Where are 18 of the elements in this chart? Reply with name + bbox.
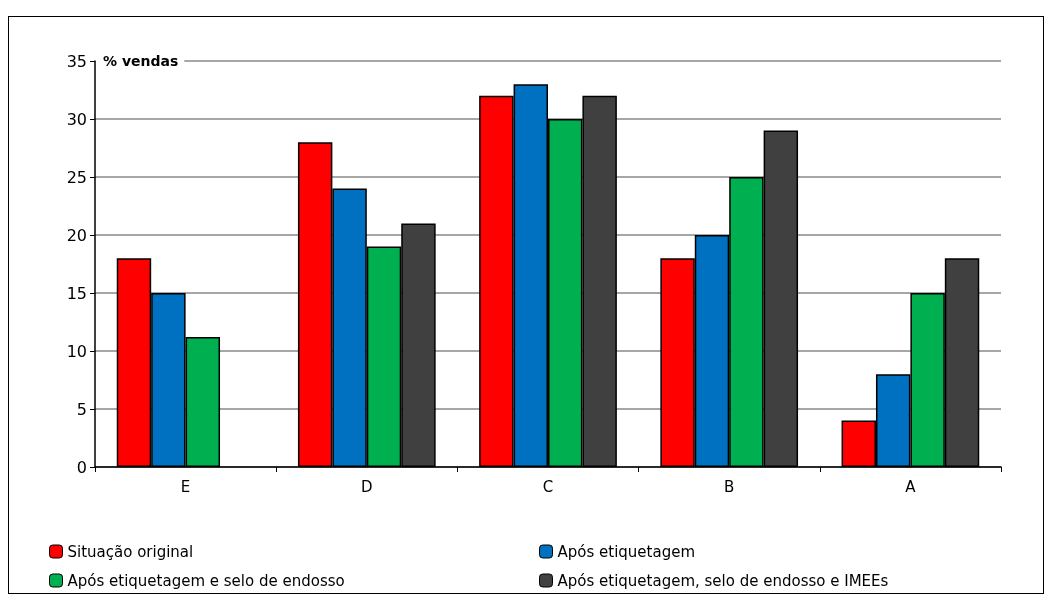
y-tick-label: 10 — [66, 341, 87, 361]
x-tick-label: C — [542, 477, 554, 496]
y-tick-label: 30 — [66, 109, 87, 129]
legend-label: Situação original — [67, 542, 194, 561]
x-tick-label: B — [724, 477, 735, 496]
x-tick-label: E — [180, 477, 191, 496]
x-tick-label: D — [361, 477, 373, 496]
legend-label: Após etiquetagem, selo de endosso e IMEEs — [557, 571, 889, 590]
y-tick-label: 15 — [66, 283, 87, 303]
legend-label: Após etiquetagem — [557, 542, 696, 561]
y-axis-title: % vendas — [103, 53, 179, 69]
y-tick-label: 25 — [66, 167, 87, 187]
x-tick-label: A — [905, 477, 917, 496]
y-tick-label: 35 — [66, 51, 87, 71]
y-tick-label: 0 — [76, 457, 87, 477]
y-tick-label: 5 — [76, 399, 87, 419]
legend-label: Após etiquetagem e selo de endosso — [67, 571, 345, 590]
y-tick-label: 20 — [66, 225, 87, 245]
